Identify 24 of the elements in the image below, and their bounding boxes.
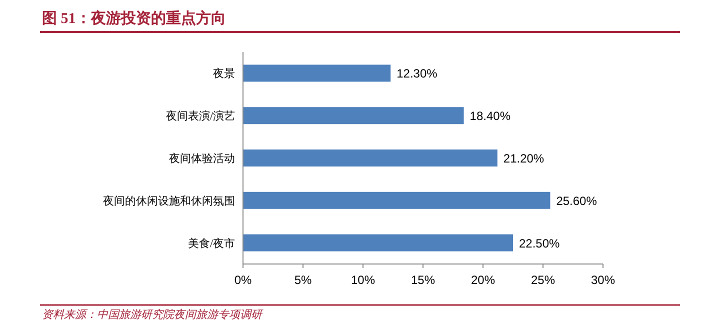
text: 资料来源：中国旅游研究院夜间旅游专项调研 — [42, 308, 264, 321]
bar — [243, 150, 498, 166]
data-label: 22.50% — [519, 236, 560, 250]
x-tick-label: 0% — [234, 273, 252, 287]
y-tick-label: 夜间体验活动 — [169, 152, 235, 165]
data-label: 18.40% — [470, 109, 511, 124]
bar — [243, 107, 464, 124]
y-tick-label: 美食/夜市 — [188, 236, 235, 250]
data-label: 12.30% — [396, 66, 438, 81]
x-tick-label: 10% — [350, 273, 376, 287]
data-label: 21.20% — [503, 152, 544, 166]
x-tick-label: 15% — [410, 273, 436, 287]
x-tick-label: 20% — [470, 273, 496, 287]
chart-title: 图 51：夜游投资的重点方向 — [42, 9, 226, 27]
data-label: 25.60% — [556, 194, 598, 208]
bar — [243, 192, 550, 209]
bar — [243, 234, 513, 252]
y-tick-label: 夜间表演/演艺 — [166, 110, 235, 123]
x-tick-label: 30% — [590, 273, 616, 287]
y-tick-label: 夜景 — [213, 67, 235, 80]
x-tick-label: 5% — [294, 273, 312, 287]
bar — [243, 64, 391, 82]
y-tick-label: 夜间的休闲设施和休闲氛围 — [103, 194, 235, 208]
x-tick-label: 25% — [530, 273, 556, 287]
